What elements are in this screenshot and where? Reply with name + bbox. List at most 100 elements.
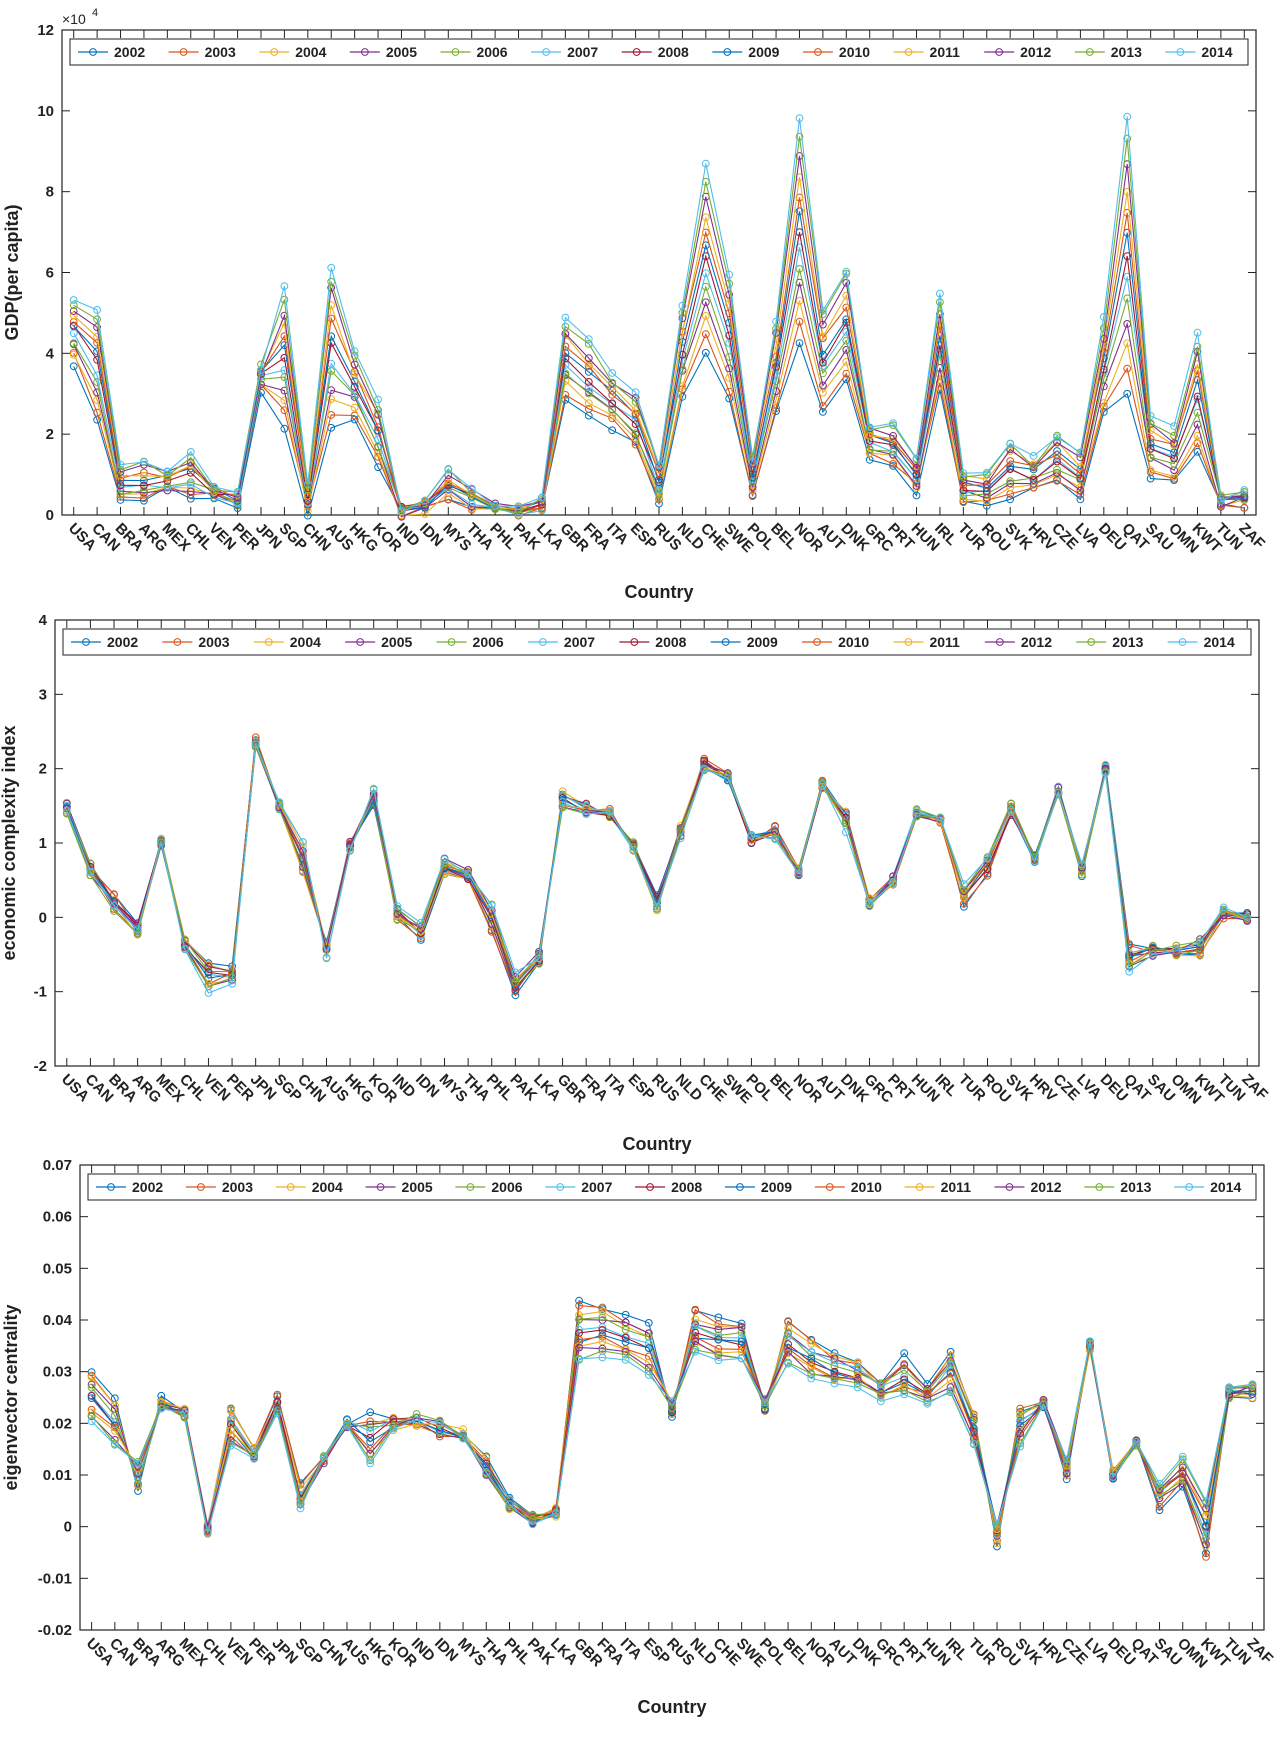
data-point-ita <box>621 1318 630 1327</box>
x-tick-label-idn: IDN <box>431 1635 461 1665</box>
data-point-swe <box>723 774 732 783</box>
data-point-che <box>701 298 710 307</box>
data-point-sgp <box>280 332 289 341</box>
legend-marker-2003 <box>173 638 182 646</box>
data-point-arg <box>157 1404 166 1413</box>
data-point-che <box>700 765 709 774</box>
data-point-dnk <box>853 1383 862 1392</box>
x-tick-label-zaf: ZAF <box>1235 520 1268 553</box>
legend: 2002 2003 2004 2005 2006 2007 2008 2009 2010 2011… <box>69 38 1249 66</box>
data-point-rou <box>993 1539 1001 1548</box>
x-tick-label-lva: LVA <box>1081 1635 1113 1667</box>
y-axis-label: eigenvector centrality <box>1 1304 21 1490</box>
data-point-nor <box>795 339 804 348</box>
legend-label-2006: 2006 <box>476 44 507 60</box>
data-point-esp <box>644 1371 653 1379</box>
data-point-prt <box>900 1378 909 1387</box>
data-point-nld <box>691 1345 700 1354</box>
legend-marker-2003 <box>196 1183 205 1191</box>
data-point-hun <box>923 1399 932 1408</box>
data-point-tun <box>1219 905 1228 914</box>
data-point-hkg <box>350 382 359 391</box>
data-point-grc <box>877 1397 885 1406</box>
chart-panel-2: -2-101234USACANBRAARGMEXCHLVENPERJPNSGPC… <box>0 612 1271 1154</box>
y-tick-label: 0 <box>46 507 54 524</box>
legend-label-2014: 2014 <box>1210 1179 1241 1195</box>
data-point-omn <box>1172 947 1181 955</box>
series-line-2007 <box>91 1325 1253 1538</box>
data-point-mex <box>163 472 172 480</box>
y-tick-label: -0.01 <box>38 1570 72 1587</box>
data-point-idn <box>421 496 429 505</box>
data-point-che <box>714 1333 723 1342</box>
data-point-fra <box>584 383 593 392</box>
legend-label-2008: 2008 <box>655 634 686 650</box>
plot-area <box>61 29 1257 516</box>
legend-marker-2010 <box>813 638 821 646</box>
data-point-sau <box>1146 412 1155 420</box>
data-point-can <box>93 306 101 314</box>
data-point-sgp <box>280 396 289 405</box>
data-point-prt <box>889 462 897 470</box>
data-point-aus <box>327 263 336 272</box>
legend-label-2007: 2007 <box>567 44 598 60</box>
data-point-kwt <box>1196 938 1204 947</box>
data-point-omn <box>1170 474 1178 483</box>
data-point-ind <box>397 505 406 514</box>
data-point-per <box>250 1454 259 1463</box>
data-point-arg <box>133 930 142 938</box>
data-point-arg <box>140 494 148 503</box>
data-point-deu <box>1101 768 1110 777</box>
legend-label-2011: 2011 <box>941 1179 972 1195</box>
data-point-che <box>714 1356 723 1365</box>
data-point-che <box>701 348 710 357</box>
data-point-gbr <box>575 1301 583 1310</box>
data-point-qat <box>1132 1438 1141 1446</box>
data-point-gbr <box>575 1296 583 1305</box>
data-point-irl <box>946 1351 955 1360</box>
data-point-sau <box>1146 435 1155 443</box>
data-point-bel <box>772 371 780 380</box>
data-point-hun <box>912 491 921 500</box>
data-point-rus <box>655 489 663 498</box>
data-point-irl <box>946 1370 955 1378</box>
data-point-nld <box>676 827 685 835</box>
data-point-dnk <box>853 1379 862 1388</box>
data-point-grc <box>865 431 874 440</box>
data-point-usa <box>87 1383 96 1392</box>
legend-label-2006: 2006 <box>491 1179 522 1195</box>
data-point-aus <box>327 395 336 404</box>
legend-label-2003: 2003 <box>222 1179 253 1195</box>
data-point-gbr <box>575 1338 583 1347</box>
legend-marker-2009 <box>721 638 730 646</box>
y-tick-label: 6 <box>46 265 54 282</box>
data-point-tur <box>960 899 968 908</box>
data-point-lva <box>1076 463 1085 471</box>
y-tick-label: 12 <box>37 22 54 39</box>
data-point-kor <box>374 395 383 404</box>
data-point-svk <box>1006 439 1015 448</box>
data-point-aut <box>819 358 827 367</box>
data-point-svk <box>1016 1412 1025 1420</box>
legend-marker-2005 <box>356 638 365 646</box>
data-point-lva <box>1076 486 1085 495</box>
data-point-omn <box>1170 439 1178 447</box>
data-point-che <box>714 1335 723 1344</box>
data-point-prt <box>889 878 897 887</box>
data-point-grc <box>877 1390 885 1398</box>
data-point-ita <box>608 426 617 435</box>
data-point-bel <box>771 822 779 830</box>
data-point-fra <box>598 1332 607 1341</box>
data-point-ven <box>204 968 213 977</box>
data-point-qat <box>1123 134 1132 143</box>
legend-label-2003: 2003 <box>198 634 229 650</box>
data-point-swe <box>725 270 734 279</box>
data-point-chn <box>299 838 307 846</box>
data-point-sau <box>1146 419 1155 428</box>
legend-marker-2011 <box>904 48 913 56</box>
y-tick-label: 0.01 <box>43 1467 72 1484</box>
legend-marker-2003 <box>179 48 188 56</box>
series-line-2004 <box>73 300 1245 516</box>
series-2004 <box>62 739 1252 995</box>
data-point-fra <box>598 1303 607 1312</box>
